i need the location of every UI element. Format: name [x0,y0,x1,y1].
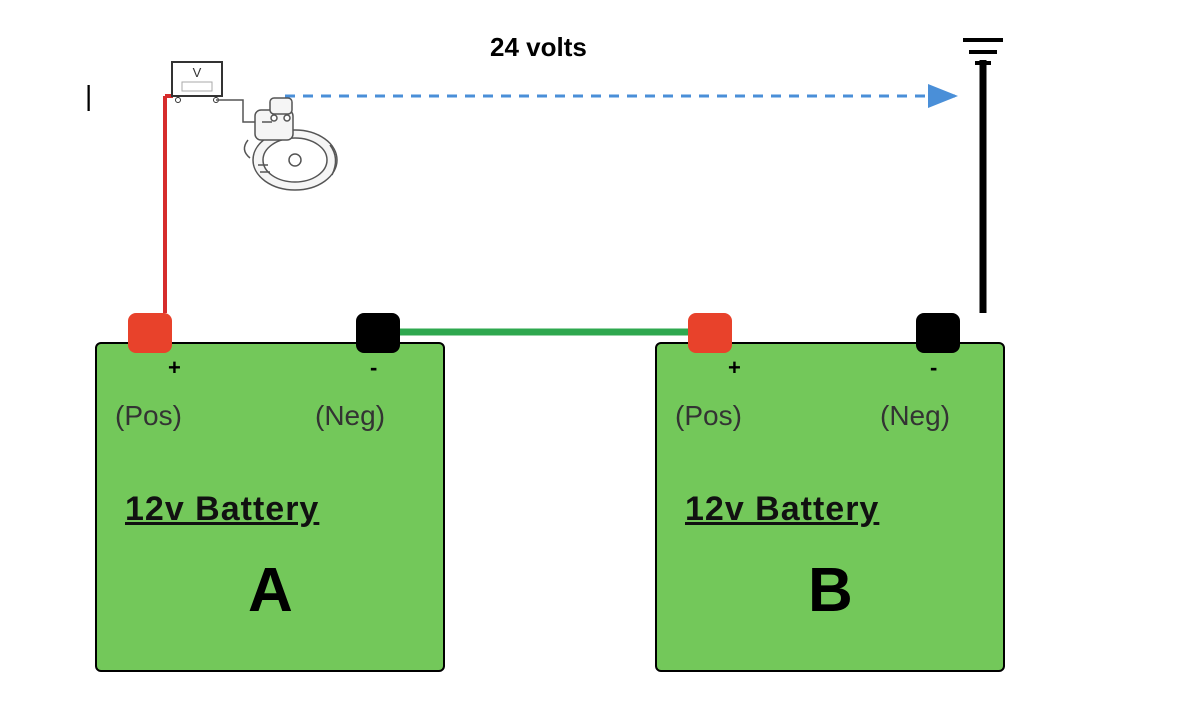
voltmeter-icon: V [172,62,222,103]
battery-b-neg-label: (Neg) [880,400,950,432]
text-cursor: | [85,80,92,112]
battery-a-neg-terminal [356,313,400,353]
battery-a-letter: A [248,555,293,626]
battery-b-title: 12v Battery [685,490,879,529]
meter-to-motor-wire [216,100,262,122]
svg-text:V: V [193,65,202,80]
battery-b-neg-terminal [916,313,960,353]
battery-a-plus: + [168,355,181,381]
battery-a-title: 12v Battery [125,490,319,529]
battery-b-plus: + [728,355,741,381]
battery-a-minus: - [370,355,377,381]
battery-b-pos-label: (Pos) [675,400,742,432]
battery-b-pos-terminal [688,313,732,353]
battery-a-pos-terminal [128,313,172,353]
battery-a-pos-label: (Pos) [115,400,182,432]
battery-b-letter: B [808,555,853,626]
voltage-label: 24 volts [490,32,587,63]
starter-motor-icon [244,98,337,190]
battery-a-neg-label: (Neg) [315,400,385,432]
battery-b-minus: - [930,355,937,381]
ground-icon [963,40,1003,313]
